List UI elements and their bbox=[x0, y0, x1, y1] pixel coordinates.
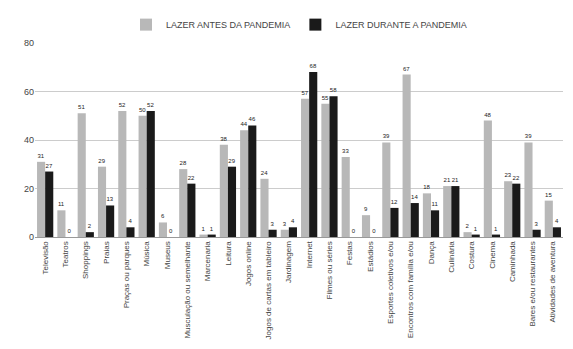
svg-text:Dança: Dança bbox=[427, 241, 436, 265]
svg-text:15: 15 bbox=[545, 192, 552, 198]
svg-text:33: 33 bbox=[342, 148, 349, 154]
svg-text:18: 18 bbox=[423, 184, 430, 190]
svg-text:11: 11 bbox=[432, 201, 439, 207]
svg-text:Teatros: Teatros bbox=[61, 241, 70, 267]
svg-text:3: 3 bbox=[271, 221, 275, 227]
svg-text:14: 14 bbox=[411, 194, 418, 200]
svg-text:52: 52 bbox=[119, 102, 126, 108]
svg-text:Museus: Museus bbox=[163, 241, 172, 269]
svg-text:57: 57 bbox=[301, 90, 308, 96]
svg-text:0: 0 bbox=[169, 228, 173, 234]
svg-text:Estádios: Estádios bbox=[366, 241, 375, 272]
svg-text:24: 24 bbox=[261, 170, 268, 176]
svg-text:LAZER ANTES DA PANDEMIA: LAZER ANTES DA PANDEMIA bbox=[166, 20, 290, 30]
svg-text:55: 55 bbox=[322, 95, 329, 101]
svg-text:Encontros com família e/ou: Encontros com família e/ou bbox=[406, 241, 415, 338]
svg-text:22: 22 bbox=[513, 175, 520, 181]
svg-text:Leitura: Leitura bbox=[224, 241, 233, 266]
svg-text:9: 9 bbox=[364, 206, 368, 212]
svg-text:68: 68 bbox=[310, 63, 317, 69]
svg-text:80: 80 bbox=[24, 38, 34, 48]
svg-text:Jogos de cartas em tableiro: Jogos de cartas em tableiro bbox=[264, 241, 273, 340]
svg-text:40: 40 bbox=[24, 135, 34, 145]
svg-text:28: 28 bbox=[180, 160, 187, 166]
svg-text:31: 31 bbox=[37, 153, 44, 159]
svg-text:38: 38 bbox=[220, 136, 227, 142]
svg-text:39: 39 bbox=[383, 133, 390, 139]
svg-text:29: 29 bbox=[228, 158, 235, 164]
svg-text:29: 29 bbox=[98, 158, 105, 164]
svg-text:Musculação ou semelhante: Musculação ou semelhante bbox=[183, 241, 192, 339]
svg-text:60: 60 bbox=[24, 87, 34, 97]
svg-text:Jogos online: Jogos online bbox=[244, 241, 253, 286]
svg-text:23: 23 bbox=[505, 172, 512, 178]
svg-text:6: 6 bbox=[161, 213, 165, 219]
svg-text:Jardinagem: Jardinagem bbox=[284, 241, 293, 283]
svg-text:1: 1 bbox=[494, 226, 498, 232]
svg-text:Caminhada: Caminhada bbox=[508, 241, 517, 282]
svg-text:21: 21 bbox=[452, 177, 459, 183]
svg-text:67: 67 bbox=[403, 66, 410, 72]
svg-text:0: 0 bbox=[372, 228, 376, 234]
svg-text:3: 3 bbox=[535, 221, 539, 227]
svg-text:Televisão: Televisão bbox=[41, 241, 50, 275]
svg-text:Cinema: Cinema bbox=[488, 241, 497, 269]
svg-text:Praças ou parques: Praças ou parques bbox=[122, 241, 131, 308]
svg-text:12: 12 bbox=[391, 199, 398, 205]
svg-text:Atividades de aventura: Atividades de aventura bbox=[548, 241, 557, 323]
svg-text:20: 20 bbox=[24, 184, 34, 194]
svg-text:4: 4 bbox=[128, 218, 132, 224]
svg-text:0: 0 bbox=[68, 228, 72, 234]
svg-text:Esportes coletivos e/ou: Esportes coletivos e/ou bbox=[386, 241, 395, 324]
svg-text:58: 58 bbox=[330, 87, 337, 93]
svg-text:50: 50 bbox=[139, 107, 146, 113]
svg-text:LAZER DURANTE A PANDEMIA: LAZER DURANTE A PANDEMIA bbox=[335, 20, 466, 30]
svg-text:44: 44 bbox=[241, 121, 248, 127]
svg-text:4: 4 bbox=[291, 218, 295, 224]
svg-text:1: 1 bbox=[474, 226, 478, 232]
svg-text:2: 2 bbox=[88, 223, 92, 229]
svg-text:0: 0 bbox=[29, 232, 34, 242]
svg-text:0: 0 bbox=[352, 228, 356, 234]
svg-text:Internet: Internet bbox=[305, 240, 314, 268]
svg-text:Costura: Costura bbox=[467, 241, 476, 270]
svg-text:51: 51 bbox=[78, 104, 85, 110]
svg-text:2: 2 bbox=[466, 223, 470, 229]
svg-text:Culinária: Culinária bbox=[447, 241, 456, 273]
svg-text:Bares e/ou restaurantes: Bares e/ou restaurantes bbox=[528, 241, 537, 326]
svg-text:4: 4 bbox=[555, 218, 559, 224]
svg-text:1: 1 bbox=[210, 226, 214, 232]
svg-text:52: 52 bbox=[147, 102, 154, 108]
svg-text:27: 27 bbox=[46, 163, 53, 169]
svg-text:3: 3 bbox=[283, 221, 287, 227]
svg-text:22: 22 bbox=[188, 175, 195, 181]
svg-text:48: 48 bbox=[484, 112, 491, 118]
svg-text:Shoppings: Shoppings bbox=[81, 241, 90, 279]
svg-text:11: 11 bbox=[58, 201, 65, 207]
svg-text:Praias: Praias bbox=[102, 241, 111, 264]
svg-text:Filmes ou séries: Filmes ou séries bbox=[325, 241, 334, 299]
svg-text:Música: Música bbox=[142, 241, 151, 267]
svg-text:1: 1 bbox=[202, 226, 206, 232]
svg-text:13: 13 bbox=[106, 196, 113, 202]
svg-text:Festas: Festas bbox=[345, 241, 354, 265]
svg-text:46: 46 bbox=[249, 116, 256, 122]
svg-text:Marcenaria: Marcenaria bbox=[203, 241, 212, 282]
svg-text:39: 39 bbox=[525, 133, 532, 139]
svg-text:21: 21 bbox=[444, 177, 451, 183]
